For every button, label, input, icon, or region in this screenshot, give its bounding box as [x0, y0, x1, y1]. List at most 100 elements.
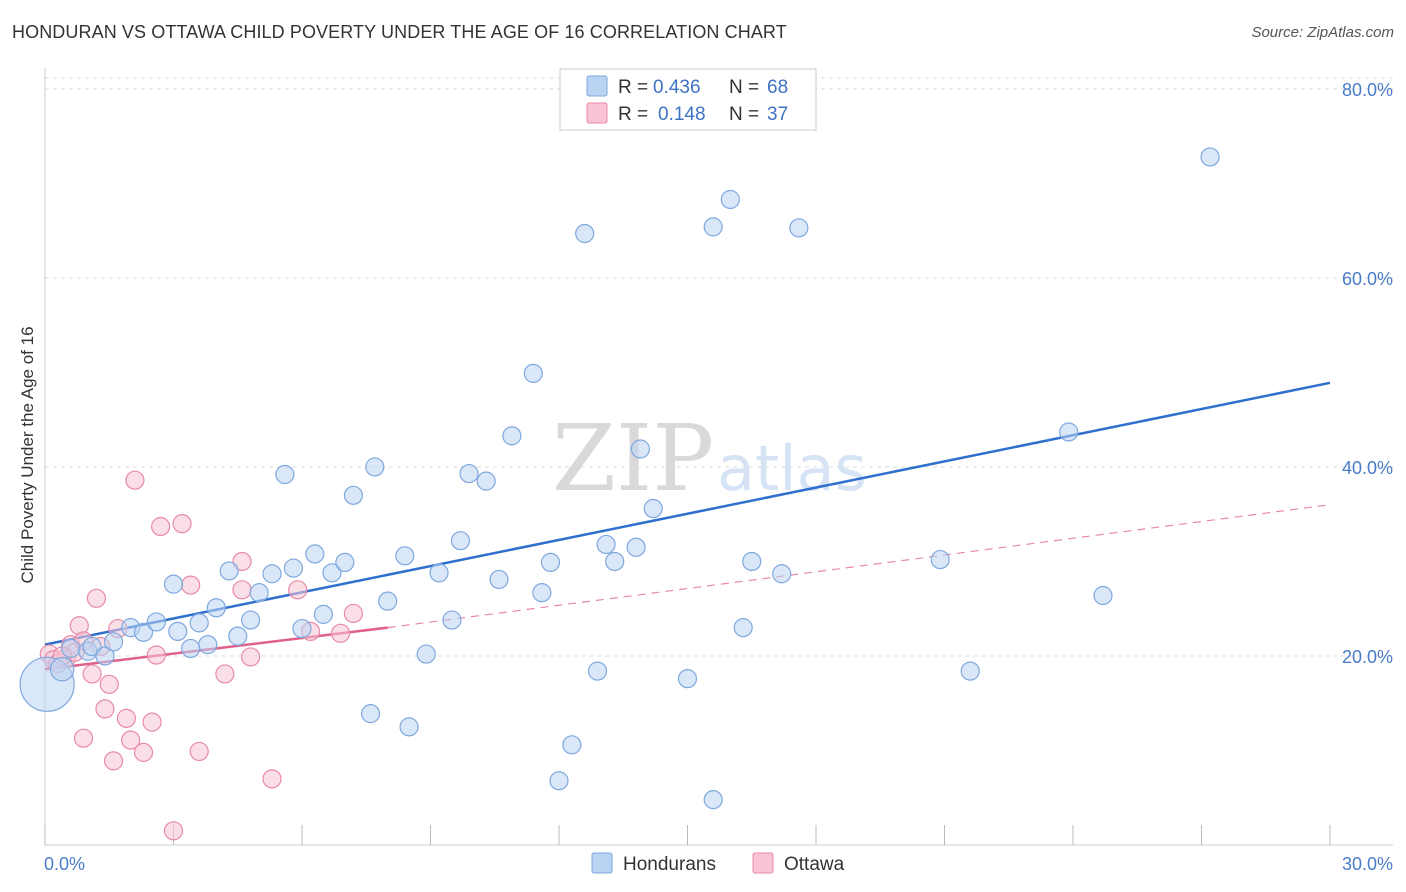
watermark-zip: ZIP	[552, 405, 714, 512]
point-hondurans-43	[532, 583, 552, 603]
point-ottawa-29	[241, 647, 261, 667]
point-hondurans-2	[61, 638, 81, 659]
point-ottawa-9	[86, 588, 107, 608]
point-hondurans-34	[416, 644, 436, 664]
point-hondurans-24	[305, 544, 325, 564]
point-hondurans-13	[189, 613, 209, 633]
point-ottawa-23	[172, 514, 192, 534]
watermark: ZIP atlas	[552, 405, 867, 512]
point-hondurans-19	[249, 583, 269, 603]
point-ottawa-34	[343, 603, 363, 624]
legend-swatch-hondurans	[586, 75, 608, 97]
point-hondurans-9	[146, 612, 166, 632]
legend-n-label-2: N =	[729, 104, 759, 125]
point-hondurans-63	[960, 661, 980, 681]
point-ottawa-22	[163, 821, 184, 841]
point-hondurans-22	[283, 558, 304, 578]
point-ottawa-31	[288, 580, 308, 600]
point-ottawa-16	[121, 730, 141, 750]
point-hondurans-57	[720, 189, 740, 210]
point-hondurans-37	[450, 531, 471, 551]
point-hondurans-21	[275, 464, 295, 485]
y-axis-label: Child Poverty Under the Age of 16	[18, 326, 37, 583]
legend-r-value-2: 0.148	[658, 104, 706, 125]
point-hondurans-30	[365, 457, 385, 477]
point-hondurans-40	[489, 569, 509, 590]
point-hondurans-39	[476, 471, 496, 491]
point-hondurans-59	[742, 551, 762, 572]
point-hondurans-65	[1093, 585, 1113, 606]
point-hondurans-17	[228, 626, 248, 646]
point-hondurans-4	[82, 636, 102, 657]
point-hondurans-26	[322, 563, 342, 583]
point-ottawa-15	[116, 708, 136, 728]
point-hondurans-58	[733, 618, 753, 638]
x-tick-labels: 0.0% 30.0%	[44, 854, 1393, 874]
point-hondurans-56	[703, 217, 723, 237]
point-hondurans-31	[378, 591, 398, 611]
point-hondurans-55	[703, 790, 723, 810]
point-hondurans-49	[596, 534, 616, 555]
chart-source: Source: ZipAtlas.com	[1251, 24, 1394, 41]
point-hondurans-29	[360, 704, 381, 724]
point-ottawa-25	[189, 741, 209, 762]
y-tick-label-40: 40.0%	[1342, 458, 1393, 478]
point-ottawa-21	[151, 516, 171, 537]
point-hondurans-10	[163, 574, 184, 594]
point-hondurans-45	[549, 771, 569, 791]
point-hondurans-27	[335, 552, 355, 573]
y-tick-label-60: 60.0%	[1342, 269, 1393, 289]
point-hondurans-12	[181, 638, 201, 659]
point-ottawa-27	[232, 551, 252, 572]
point-ottawa-19	[142, 712, 162, 732]
point-hondurans-8	[133, 622, 154, 642]
point-ottawa-28	[232, 580, 252, 600]
point-hondurans-35	[429, 563, 449, 583]
point-ottawa-26	[215, 664, 235, 684]
legend-n-value-2: 37	[767, 104, 788, 125]
point-hondurans-23	[292, 618, 312, 639]
point-hondurans-5	[95, 646, 115, 666]
point-hondurans-15	[206, 598, 226, 618]
legend-r-label-1: R =	[618, 77, 648, 98]
data-points	[19, 147, 1220, 841]
watermark-atlas: atlas	[717, 432, 867, 505]
point-hondurans-6	[103, 632, 124, 652]
chart-title: HONDURAN VS OTTAWA CHILD POVERTY UNDER T…	[12, 22, 787, 42]
y-tick-labels: 20.0% 40.0% 60.0% 80.0%	[1342, 80, 1393, 667]
trend-line-ottawa-extended	[387, 504, 1331, 629]
series-legend-swatch-ottawa	[752, 852, 774, 874]
point-hondurans-66	[1200, 147, 1220, 167]
series-legend-label-hondurans: Hondurans	[623, 854, 716, 875]
x-tick-label-first: 0.0%	[44, 854, 85, 874]
point-hondurans-48	[587, 661, 608, 681]
point-hondurans-44	[540, 552, 561, 573]
series-legend-label-ottawa: Ottawa	[784, 854, 845, 875]
point-ottawa-11	[95, 699, 115, 719]
point-hondurans-14	[198, 635, 218, 655]
point-ottawa-30	[262, 769, 282, 789]
point-ottawa-18	[133, 742, 154, 762]
point-hondurans-36	[442, 610, 462, 630]
legend-r-label-2: R =	[618, 104, 648, 125]
point-hondurans-54	[677, 669, 698, 689]
point-ottawa-33	[330, 623, 351, 643]
point-hondurans-47	[575, 223, 595, 244]
point-hondurans-46	[562, 735, 582, 755]
point-hondurans-42	[523, 363, 543, 383]
point-hondurans-50	[605, 551, 625, 572]
point-hondurans-25	[313, 604, 334, 624]
y-tick-label-20: 20.0%	[1342, 647, 1393, 667]
point-hondurans-62	[930, 549, 950, 570]
point-hondurans-11	[168, 621, 188, 642]
point-hondurans-64	[1059, 422, 1079, 442]
point-hondurans-41	[502, 426, 522, 446]
point-ottawa-17	[125, 470, 145, 490]
point-hondurans-53	[643, 498, 663, 519]
point-hondurans-61	[789, 218, 809, 238]
point-ottawa-13	[103, 751, 124, 771]
point-hondurans-51	[626, 537, 646, 557]
axes	[44, 68, 1393, 846]
point-ottawa-8	[82, 664, 102, 684]
point-ottawa-12	[99, 674, 119, 694]
